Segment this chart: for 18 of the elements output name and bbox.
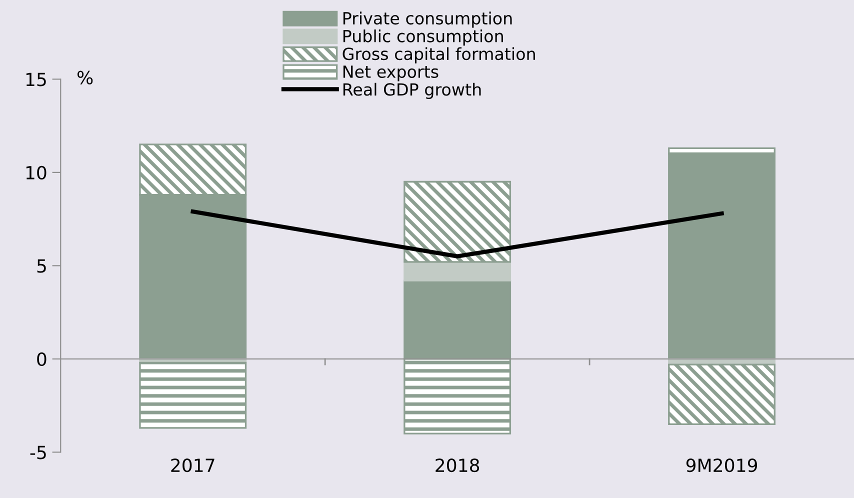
legend-label: Real GDP growth [343, 82, 481, 99]
y-tick-label: 5 [37, 259, 46, 273]
bar [404, 261, 512, 282]
bar [668, 364, 776, 426]
legend-label: Net exports [343, 66, 438, 82]
x-tick-label: 2017 [171, 458, 214, 472]
x-tick-label: 9M2019 [686, 458, 758, 472]
legend-label: Private consumption [343, 12, 512, 28]
legend-label: Public consumption [343, 29, 503, 46]
x-tick-label: 2018 [436, 458, 480, 472]
y-tick-label: 10 [26, 166, 46, 180]
legend-label: Gross capital formation [342, 47, 535, 64]
bar [139, 362, 247, 429]
y-tick-label: -5 [30, 446, 46, 460]
bar [404, 180, 512, 263]
y-axis-title: % [77, 70, 93, 84]
y-tick-label: 0 [37, 352, 46, 366]
y-tick-label: 15 [26, 72, 46, 86]
